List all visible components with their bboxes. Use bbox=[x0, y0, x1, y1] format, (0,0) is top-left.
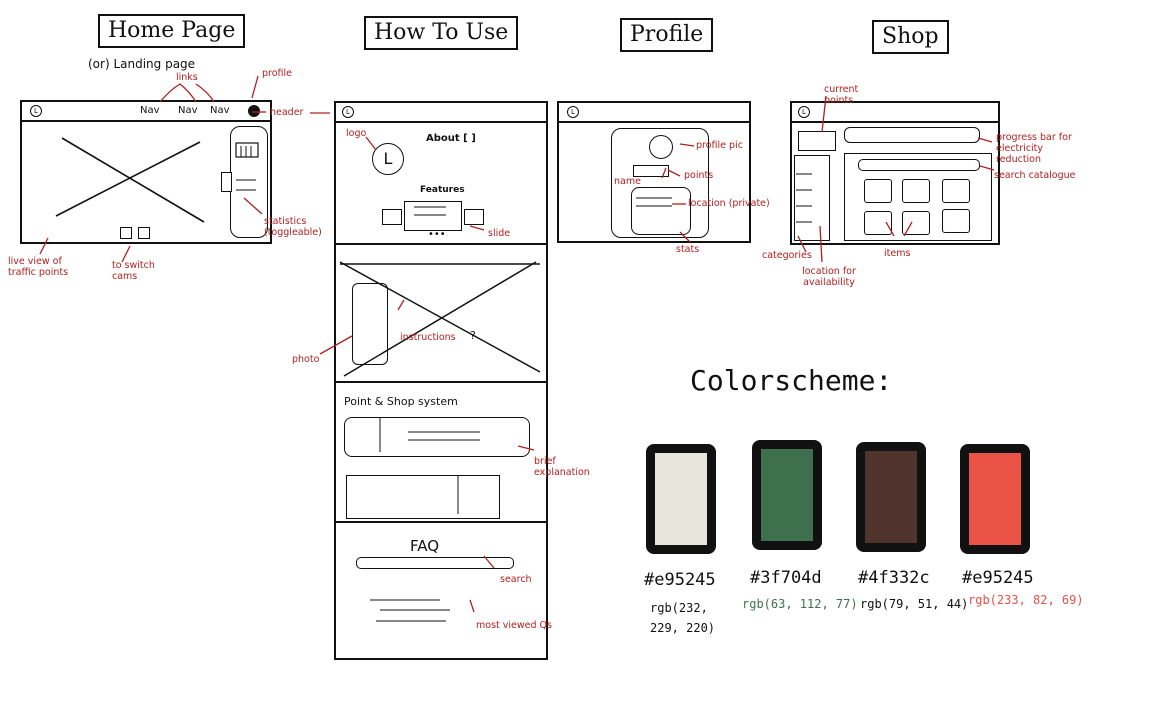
note-header: header bbox=[270, 107, 304, 118]
howto-slide-right bbox=[464, 209, 484, 225]
note-current-points: current points bbox=[824, 84, 859, 106]
swatch-4 bbox=[960, 444, 1030, 554]
note-search: search bbox=[500, 574, 532, 585]
swatch-2 bbox=[752, 440, 822, 550]
shop-item-6[interactable] bbox=[942, 209, 970, 233]
profile-stats-box bbox=[631, 187, 691, 235]
howto-point-shop-card-2 bbox=[346, 475, 500, 519]
howto-divider-1 bbox=[336, 243, 546, 245]
profile-logo-icon: L bbox=[567, 106, 579, 118]
swatch-2-hex: #3f704d bbox=[750, 568, 822, 588]
note-location-availability: location for availability bbox=[802, 266, 856, 288]
swatch-1 bbox=[646, 444, 716, 554]
swatch-4-hex: #e95245 bbox=[962, 568, 1034, 588]
note-profile: profile bbox=[262, 68, 293, 79]
home-page-subtitle: (or) Landing page bbox=[88, 57, 196, 71]
home-header-bar bbox=[22, 102, 270, 122]
shop-title: Shop bbox=[872, 20, 949, 54]
note-instructions: instructions bbox=[400, 332, 456, 343]
howto-faq-search[interactable] bbox=[356, 557, 514, 569]
note-progress-bar: progress bar for electricity reduction bbox=[996, 132, 1072, 165]
note-links: links bbox=[176, 72, 198, 83]
shop-item-4[interactable] bbox=[864, 211, 892, 235]
home-nav-1[interactable]: Nav bbox=[140, 105, 160, 116]
note-location-private: location (private) bbox=[688, 198, 770, 209]
home-cam-prev-button[interactable] bbox=[120, 227, 132, 239]
profile-pic-icon[interactable] bbox=[649, 135, 673, 159]
home-logo-icon: L bbox=[30, 105, 42, 117]
note-stats: stats bbox=[676, 244, 700, 255]
profile-name-field bbox=[633, 165, 669, 177]
shop-search-input[interactable] bbox=[858, 159, 980, 171]
howto-about: About [ ] bbox=[426, 133, 476, 144]
howto-point-shop-heading: Point & Shop system bbox=[344, 395, 458, 408]
profile-wireframe: L bbox=[557, 101, 751, 243]
note-logo: logo bbox=[346, 128, 367, 139]
howto-slide-dots[interactable]: ••• bbox=[428, 229, 446, 240]
howto-photo-panel bbox=[352, 283, 388, 365]
swatch-3 bbox=[856, 442, 926, 552]
howto-slide-card[interactable] bbox=[404, 201, 462, 231]
home-nav-2[interactable]: Nav bbox=[178, 105, 198, 116]
shop-item-1[interactable] bbox=[864, 179, 892, 203]
home-page-title: Home Page bbox=[98, 14, 246, 48]
home-stats-toggle[interactable] bbox=[221, 172, 232, 192]
note-statistics: statistics (toggleable) bbox=[264, 216, 322, 238]
shop-logo-icon: L bbox=[798, 106, 810, 118]
howto-slide-left bbox=[382, 209, 402, 225]
note-slide: slide bbox=[488, 228, 511, 239]
swatch-3-hex: #4f332c bbox=[858, 568, 930, 588]
note-name: name bbox=[614, 176, 641, 187]
shop-points-box bbox=[798, 131, 836, 151]
shop-categories-sidebar[interactable] bbox=[794, 155, 830, 241]
howto-header-bar bbox=[336, 103, 546, 123]
shop-wireframe: L bbox=[790, 101, 1000, 245]
colorscheme-heading: Colorscheme: bbox=[690, 364, 893, 397]
howto-faq-heading: FAQ bbox=[410, 537, 440, 555]
shop-item-2[interactable] bbox=[902, 179, 930, 203]
note-brief: brief explanation bbox=[534, 456, 590, 478]
swatch-1-hex: #e95245 bbox=[644, 570, 716, 590]
swatch-1-rgb: rgb(232, 229, 220) bbox=[650, 601, 716, 635]
note-search-catalogue: search catalogue bbox=[994, 170, 1076, 181]
howto-point-shop-card-1 bbox=[344, 417, 530, 457]
shop-item-3[interactable] bbox=[942, 179, 970, 203]
home-cam-next-button[interactable] bbox=[138, 227, 150, 239]
howto-logo-circle: L bbox=[372, 143, 404, 175]
howto-logo-icon: L bbox=[342, 106, 354, 118]
howto-divider-2 bbox=[336, 381, 546, 383]
note-most-viewed: most viewed Qs bbox=[476, 620, 552, 631]
note-items: items bbox=[884, 248, 911, 259]
home-wireframe: L Nav Nav Nav bbox=[20, 100, 272, 244]
shop-header-bar bbox=[792, 103, 998, 123]
profile-title: Profile bbox=[620, 18, 714, 52]
note-switch-cams: to switch cams bbox=[112, 260, 155, 282]
swatch-2-rgb: rgb(63, 112, 77) bbox=[742, 597, 858, 611]
note-profile-pic: profile pic bbox=[696, 140, 743, 151]
note-live-view: live view of traffic points bbox=[8, 256, 69, 278]
swatch-4-rgb: rgb(233, 82, 69) bbox=[968, 593, 1084, 607]
howto-divider-3 bbox=[336, 521, 546, 523]
swatch-3-rgb: rgb(79, 51, 44) bbox=[860, 597, 969, 611]
home-profile-icon[interactable] bbox=[248, 105, 260, 117]
shop-item-5[interactable] bbox=[902, 211, 930, 235]
note-points: points bbox=[684, 170, 714, 181]
shop-progress-bar bbox=[844, 127, 980, 143]
howto-features: Features bbox=[420, 185, 465, 195]
note-photo: photo bbox=[292, 354, 320, 365]
note-categories: categories bbox=[762, 250, 812, 261]
profile-header-bar bbox=[559, 103, 749, 123]
howto-wireframe: L L About [ ] Features ••• ? Point & Sho… bbox=[334, 101, 548, 660]
home-nav-3[interactable]: Nav bbox=[210, 105, 230, 116]
how-to-use-title: How To Use bbox=[364, 16, 519, 50]
